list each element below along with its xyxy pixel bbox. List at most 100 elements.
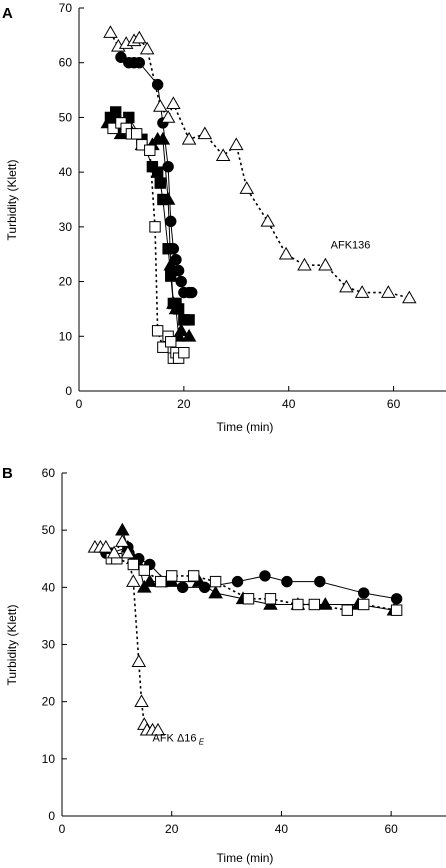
panel-b-annotations: AFK Δ16 E [153,733,205,747]
panel-a-series-5-point [229,137,244,151]
panel-a-series-2-point [154,177,166,189]
panel-a-series-4-point [144,144,156,156]
panel-a-series-4-point [149,221,161,233]
panel-a-series-5-point [297,257,312,271]
panel-b-series-3-point [308,598,321,611]
panel-a-x-tick-label: 40 [282,397,296,411]
panel-b-series-4-point [115,534,130,547]
panel-b-y-tick-label: 10 [42,752,56,766]
panel-a-series-5-point [160,110,176,123]
panel-b-series-2-point [318,597,333,610]
panel-b-y-axis-label: Turbidity (Klett) [5,605,19,686]
panel-b-series-1-point [390,593,403,605]
panel-b-x-tick-label: 40 [275,822,289,836]
panel-b-series-1-point [231,575,244,588]
panel-a-series-2-point [162,243,174,255]
panel-a-series-4-point [165,336,177,348]
panel-a-series-5-point [278,246,294,260]
panel-b-series-3-point [390,604,403,616]
panel-b-series-2-line [121,530,394,611]
panel-a-series-3-point [168,301,184,315]
panel-a-series-1-point [186,286,198,299]
panel-b-series-3-point [358,598,370,611]
panel-b-series-4-point [150,722,166,736]
panel-a-series-3-point [173,323,189,337]
panel-b-y-tick-label: 0 [48,809,55,823]
panel-a-series-1-point [115,51,127,63]
panel-b-x-tick-label: 20 [165,822,179,836]
panel-b-series-3-point [187,570,200,582]
panel-b-y-tick-label: 40 [42,580,56,594]
panel-a-series-5-point [339,279,354,293]
panel-b-y-tick-label: 60 [42,466,56,480]
panel-b-x-tick-label: 0 [59,822,66,836]
panel-a-annotations: AFK136 [331,240,371,252]
panel-a-chart: A Turbidity (Klett) Time (min) 0 10 20 30 40… [2,1,446,434]
panel-b-series-3-point [292,598,304,611]
panel-b-series-1-point [259,570,271,582]
panel-b-series-3-point [209,575,222,588]
panel-b-series-4-point [134,694,149,707]
panel-a-y-axis-label: Turbidity (Klett) [5,160,19,241]
panel-a-y-tick-label: 60 [59,56,73,70]
panel-b-series-1-point [314,575,326,588]
panel-b-series-4-point [126,574,141,587]
panel-a-x-axis-label: Time (min) [217,420,274,434]
panel-a-x-tick-label: 20 [177,397,191,411]
panel-a-series-5-point [239,181,255,194]
panel-a-series-1-point [133,57,145,69]
panel-a-series-5-point [153,99,168,112]
panel-a-series-3-point [163,257,179,271]
panel-a-x-tick-label: 60 [387,397,401,411]
panel-a-series-5-point [197,126,213,140]
panel-b-series-3-point [138,564,150,576]
panel-b-series-2-point [208,585,223,599]
panel-b-series-layer [87,522,403,736]
panel-b-y-tick-label: 20 [42,695,56,709]
panel-b-series-3-point [127,558,140,571]
panel-b-series-3-point [264,593,277,605]
panel-a-axes: 0 10 20 30 40 50 60 70 0 20 40 60 [59,1,446,411]
panel-a-series-5-point [215,148,231,162]
panel-a-series-4-line [112,121,185,361]
panel-b-series-2-point [142,574,158,587]
panel-a-y-tick-label: 70 [59,1,73,15]
panel-a-series-3-point [155,131,171,145]
panel-b-series-3-point [155,575,167,588]
panel-b-axes: 0 10 20 30 40 50 60 0 20 40 60 [42,466,446,836]
panel-a-series-4-point [130,128,143,140]
panel-a-label: A [2,5,13,22]
panel-a-series-2-point [165,270,177,282]
panel-b-series-1-point [176,581,189,594]
panel-a-series-5-point [260,213,276,227]
panel-a-y-tick-label: 50 [59,110,73,124]
panel-a-series-5-point [181,131,197,145]
panel-b-series-1-point [358,587,370,599]
panel-a-series-3-point [160,192,176,205]
panel-a-y-tick-label: 0 [65,384,72,398]
panel-a-series-5-point [166,96,181,110]
panel-a-series-5-point [354,285,370,298]
panel-a-y-tick-label: 40 [59,165,73,179]
panel-a-series-3-point [181,328,197,342]
panel-b-series-4-point [98,539,114,553]
panel-b-series-3-point [242,593,255,605]
panel-a-series-1-point [151,78,164,91]
panel-b-y-tick-label: 30 [42,638,56,652]
panel-b-series-4-point [106,545,122,559]
panel-a-y-tick-label: 30 [59,220,73,234]
panel-a-annotation-1: AFK136 [331,240,371,252]
panel-b-series-2-point [115,522,130,536]
panel-a-series-2-point [151,166,164,178]
panel-a-series-5-point [132,30,147,44]
panel-a-series-1-point [175,275,187,288]
panel-a-y-tick-label: 20 [59,275,73,289]
panel-b-series-4-point [120,545,136,559]
panel-b-chart: B Turbidity (Klett) Time (min) 0 10 20 30 40… [2,465,446,865]
panel-b-y-tick-label: 50 [42,523,56,537]
panel-b-series-3-point [341,604,353,616]
panel-a-series-5-point [318,257,333,271]
panel-a-series-5-point [139,41,155,55]
panel-b-series-1-point [281,575,293,588]
panel-a-series-1-point [162,160,174,173]
